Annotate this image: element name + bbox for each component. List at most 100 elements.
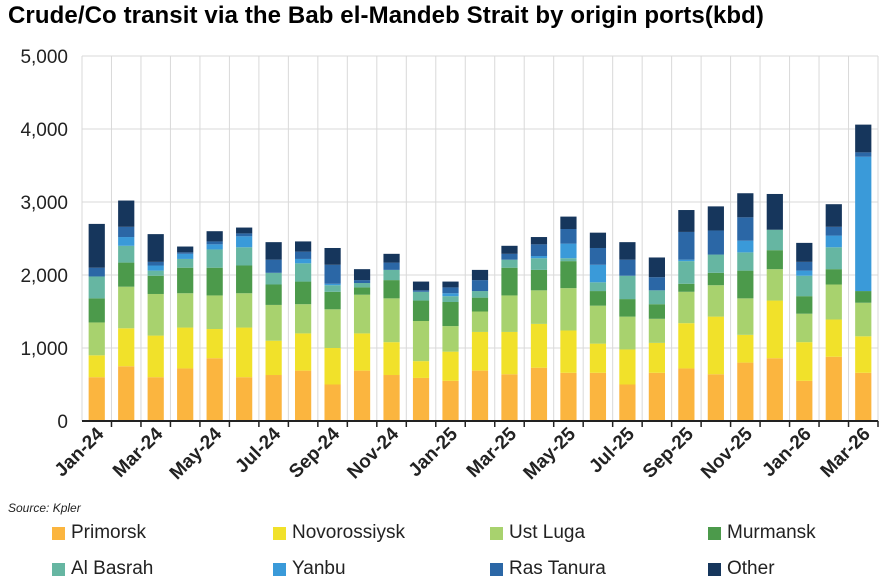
y-tick-label: 4,000	[20, 120, 68, 141]
bar-segment-other	[825, 204, 842, 227]
bar-segment-yanbu	[678, 259, 695, 262]
bar-segment-ust-luga	[265, 304, 282, 341]
x-tick-label: Jan-26	[758, 424, 815, 481]
bar-segment-ust-luga	[147, 293, 164, 336]
y-tick-label: 0	[57, 412, 68, 433]
bar-segment-ras-tanura	[501, 253, 518, 260]
bar-segment-novorossiysk	[737, 334, 754, 363]
bar-segment-ras-tanura	[206, 241, 223, 245]
bar-segment-other	[530, 237, 548, 245]
bar-segment-al-basrah	[678, 261, 695, 284]
bar-segment-al-basrah	[324, 285, 341, 292]
bar-segment-ras-tanura	[236, 233, 253, 237]
bar-segment-murmansk	[147, 275, 164, 294]
bar-segment-ras-tanura	[560, 229, 577, 244]
bar-segment-novorossiysk	[471, 331, 489, 371]
bar-segment-ras-tanura	[678, 231, 695, 260]
chart-title: Crude/Co transit via the Bab el-Mandeb S…	[8, 2, 765, 29]
bar-segment-other	[206, 231, 223, 242]
bar-segment-al-basrah	[147, 270, 164, 276]
bar-segment-ust-luga	[206, 295, 223, 330]
x-tick-label: Nov-25	[697, 423, 757, 483]
bar-segment-al-basrah	[589, 282, 607, 292]
legend-swatch	[490, 562, 503, 576]
legend-label: Ras Tanura	[509, 558, 606, 579]
bar-segment-primorsk	[737, 362, 754, 421]
bar-segment-primorsk	[796, 380, 813, 421]
legend-item-primorsk: Primorsk	[52, 522, 146, 544]
bar-segment-novorossiysk	[442, 351, 459, 381]
legend-item-yanbu: Yanbu	[273, 558, 346, 580]
legend-swatch	[708, 562, 721, 576]
bar-segment-al-basrah	[530, 258, 548, 270]
legend-item-ras-tanura: Ras Tanura	[490, 558, 606, 580]
bar-segment-ust-luga	[383, 298, 400, 343]
bar-segment-ras-tanura	[118, 226, 135, 238]
bar-segment-novorossiysk	[560, 330, 577, 373]
bar-segment-ust-luga	[295, 304, 312, 334]
bar-segment-murmansk	[206, 267, 223, 296]
bar-segment-primorsk	[324, 384, 341, 421]
bar-segment-other	[147, 234, 164, 262]
bar-segment-al-basrah	[236, 247, 253, 266]
bar-segment-novorossiysk	[619, 349, 636, 385]
y-tick-label: 1,000	[20, 339, 68, 360]
bar-segment-murmansk	[530, 269, 548, 291]
legend-label: Novorossiysk	[292, 522, 405, 543]
bar-segment-primorsk	[648, 372, 665, 421]
bar-segment-ust-luga	[88, 322, 105, 356]
y-tick-label: 2,000	[20, 266, 68, 287]
bar-segment-murmansk	[236, 265, 253, 294]
bar-segment-murmansk	[766, 250, 783, 270]
bar-segment-other	[324, 247, 341, 265]
bar-segment-yanbu	[855, 156, 872, 292]
bar-segment-yanbu	[147, 265, 164, 271]
bar-segment-other	[648, 257, 665, 278]
x-tick-label: Jan-25	[405, 423, 463, 481]
bar-segment-ust-luga	[855, 302, 872, 337]
bar-segment-primorsk	[118, 366, 135, 421]
bar-segment-murmansk	[442, 302, 459, 327]
legend-swatch	[273, 526, 286, 540]
legend-swatch	[708, 526, 721, 540]
bar-segment-yanbu	[530, 256, 548, 259]
bar-segment-other	[412, 281, 430, 291]
bar-segment-primorsk	[295, 370, 312, 421]
bar-segment-murmansk	[707, 272, 724, 286]
legend-label: Other	[727, 558, 775, 579]
bar-segment-primorsk	[353, 370, 371, 421]
bar-segment-novorossiysk	[147, 335, 164, 378]
bar-segment-primorsk	[530, 367, 548, 421]
bar-segment-al-basrah	[265, 272, 282, 285]
x-tick-label: Jul-25	[585, 423, 639, 477]
bar-segment-primorsk	[619, 384, 636, 421]
bar-segment-other	[88, 223, 105, 268]
bar-segment-ust-luga	[236, 293, 253, 328]
bar-segment-yanbu	[118, 237, 135, 246]
bar-segment-murmansk	[825, 269, 842, 285]
bar-segment-murmansk	[118, 262, 135, 287]
bar-segment-ras-tanura	[589, 247, 607, 265]
bar-segment-yanbu	[177, 253, 194, 259]
bar-segment-primorsk	[442, 380, 459, 421]
bar-segment-murmansk	[471, 297, 489, 312]
bar-segment-murmansk	[177, 267, 194, 294]
bar-segment-other	[236, 227, 253, 234]
x-tick-label: May-24	[166, 423, 227, 484]
bar-segment-other	[353, 269, 371, 281]
bar-segment-primorsk	[147, 377, 164, 421]
bar-segment-other	[589, 232, 607, 248]
bar-segment-ras-tanura	[324, 264, 341, 284]
bar-segment-ust-luga	[353, 294, 371, 334]
bar-segment-novorossiysk	[412, 361, 430, 378]
x-tick-label: Mar-24	[109, 423, 167, 481]
bar-segment-ras-tanura	[353, 280, 371, 284]
legend-label: Yanbu	[292, 558, 346, 579]
bar-segment-murmansk	[796, 296, 813, 314]
bar-segment-novorossiysk	[766, 300, 783, 359]
bar-segment-other	[560, 216, 577, 230]
bar-segment-yanbu	[589, 264, 607, 283]
bar-segment-murmansk	[678, 283, 695, 292]
bar-segment-ust-luga	[648, 318, 665, 343]
bar-segment-primorsk	[589, 372, 607, 421]
